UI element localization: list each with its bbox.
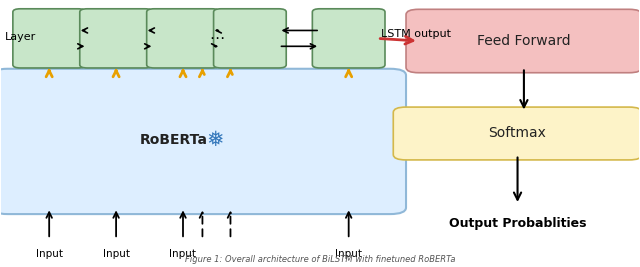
Text: Input: Input xyxy=(335,249,362,259)
FancyBboxPatch shape xyxy=(214,9,286,68)
FancyBboxPatch shape xyxy=(406,9,640,73)
FancyBboxPatch shape xyxy=(80,9,152,68)
Text: Input: Input xyxy=(170,249,196,259)
Text: ⋯: ⋯ xyxy=(209,31,224,46)
FancyBboxPatch shape xyxy=(312,9,385,68)
FancyBboxPatch shape xyxy=(394,107,640,160)
Text: Input: Input xyxy=(36,249,63,259)
Text: Output Probablities: Output Probablities xyxy=(449,217,586,230)
Text: LSTM output: LSTM output xyxy=(381,29,451,40)
Text: Softmax: Softmax xyxy=(488,127,547,140)
FancyBboxPatch shape xyxy=(0,69,406,214)
Text: Input: Input xyxy=(102,249,129,259)
Text: Figure 1: Overall architecture of BiLSTM with finetuned RoBERTa: Figure 1: Overall architecture of BiLSTM… xyxy=(185,255,455,264)
Text: ❅: ❅ xyxy=(206,130,223,150)
Text: RoBERTa: RoBERTa xyxy=(140,133,207,147)
FancyBboxPatch shape xyxy=(147,9,220,68)
Text: Feed Forward: Feed Forward xyxy=(477,34,571,48)
Text: Layer: Layer xyxy=(4,32,36,42)
FancyBboxPatch shape xyxy=(13,9,86,68)
